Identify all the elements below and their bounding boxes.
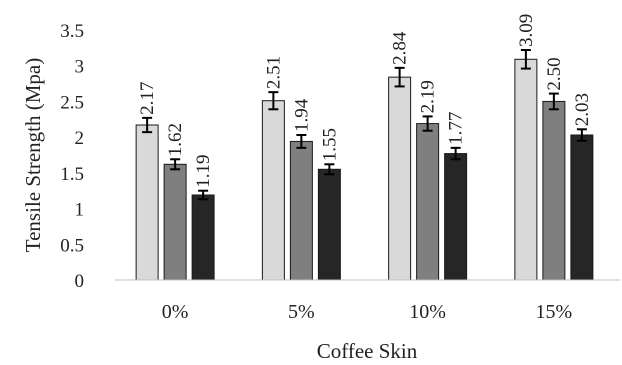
bar — [317, 168, 341, 281]
y-tick-label: 2.5 — [60, 92, 84, 113]
error-bar — [170, 158, 181, 171]
data-label: 1.55 — [319, 128, 340, 161]
error-bar — [520, 49, 531, 70]
x-axis-categories: 0% 5% 10% 15% — [162, 301, 572, 323]
y-tick-label: 3.5 — [60, 21, 84, 42]
y-tick-label: 1 — [75, 200, 85, 221]
data-label: 2.03 — [572, 93, 593, 126]
data-label: 1.19 — [193, 154, 214, 187]
bar — [135, 124, 159, 281]
data-label: 1.94 — [291, 98, 312, 132]
y-axis-title: Tensile Strength (Mpa) — [21, 58, 45, 253]
bar — [444, 153, 468, 281]
bar — [388, 76, 412, 281]
bar — [289, 140, 313, 281]
data-label: 3.09 — [516, 14, 537, 47]
y-tick-label: 1.5 — [60, 164, 84, 185]
x-tick-label: 0% — [162, 301, 189, 323]
data-label: 2.17 — [137, 82, 158, 115]
x-axis-title: Coffee Skin — [317, 339, 418, 363]
bar — [163, 163, 187, 281]
error-bar — [268, 91, 279, 111]
data-label: 2.51 — [263, 56, 284, 89]
data-label: 1.62 — [165, 123, 186, 156]
error-bar — [548, 92, 559, 111]
y-tick-label: 2 — [75, 128, 85, 149]
error-bar — [142, 116, 153, 134]
error-bar — [324, 163, 335, 176]
y-tick-label: 0 — [75, 271, 85, 292]
error-bar — [198, 189, 209, 201]
data-label: 2.19 — [418, 80, 439, 113]
x-tick-label: 15% — [536, 301, 573, 323]
data-label: 1.77 — [446, 112, 467, 145]
bar — [261, 100, 285, 281]
error-bar — [296, 134, 307, 149]
bar — [416, 123, 440, 281]
bar — [570, 134, 594, 281]
bars: 2.17 1.62 1.19 2.51 1.94 1.55 2.84 2.19 1.77 3.09… — [135, 14, 594, 281]
data-label: 2.50 — [544, 57, 565, 90]
bar — [514, 58, 538, 281]
bar — [542, 100, 566, 281]
error-bar — [394, 66, 405, 88]
bar — [191, 194, 215, 281]
y-tick-label: 3 — [75, 57, 85, 78]
error-bar — [422, 115, 433, 132]
data-label: 2.84 — [390, 31, 411, 65]
y-tick-label: 0.5 — [60, 235, 84, 256]
error-bar — [450, 146, 461, 161]
y-axis-ticks: 0 0.5 1 1.5 2 2.5 3 3.5 — [60, 21, 84, 292]
x-tick-label: 5% — [288, 301, 315, 323]
error-bar — [576, 128, 587, 142]
x-tick-label: 10% — [409, 301, 446, 323]
